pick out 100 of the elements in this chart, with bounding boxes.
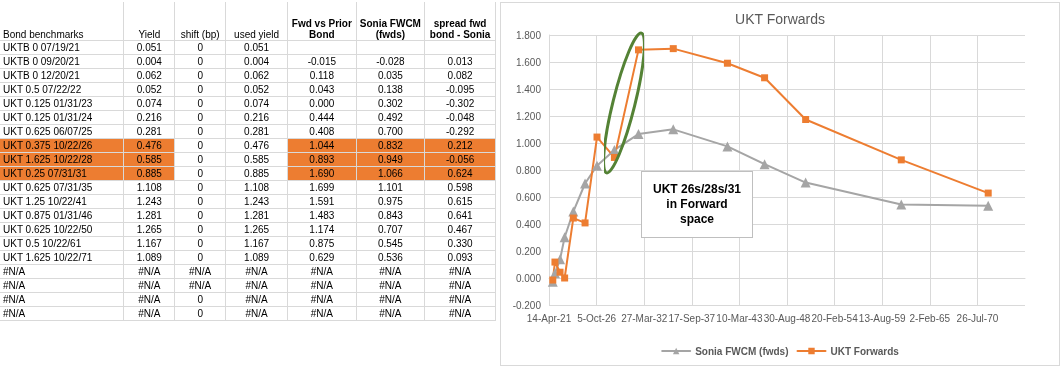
text: 0.004 [136, 55, 162, 67]
y-tick-label: 1.000 [515, 137, 542, 149]
text: 1.265 [244, 223, 270, 235]
text: 1.690 [309, 167, 335, 179]
category-label: #N/A [3, 307, 26, 319]
point [561, 274, 569, 282]
text: 1.699 [309, 181, 335, 193]
text: 0.624 [447, 167, 473, 179]
text: -0.015 [307, 55, 337, 67]
text: 0.545 [377, 237, 403, 249]
category-label: UKT 0.125 01/31/24 [3, 111, 93, 123]
text: #N/A [189, 279, 212, 291]
y-tick-label: 1.200 [515, 110, 542, 122]
text: 1.066 [377, 167, 403, 179]
text: #N/A [379, 307, 402, 319]
point [668, 124, 679, 135]
text: #N/A [138, 307, 161, 319]
text: #N/A [448, 307, 472, 319]
category-label: UKT 0.125 01/31/23 [3, 97, 93, 109]
text: #N/A [379, 279, 402, 291]
text: 0 [197, 307, 203, 319]
text: 0.843 [377, 209, 403, 221]
text: 0.629 [309, 251, 335, 263]
text: 0 [197, 125, 203, 137]
text: 0.885 [244, 167, 270, 179]
text: 1.243 [244, 195, 270, 207]
text: -0.056 [445, 153, 475, 165]
y-tick-label: 0.600 [515, 191, 542, 203]
text: 0.875 [309, 237, 335, 249]
x-tick-label: 14-Apr-21 [526, 312, 572, 324]
point [802, 116, 810, 124]
text: 0.700 [377, 125, 403, 137]
text: 0.074 [244, 97, 270, 109]
text: 1.167 [244, 237, 270, 249]
text: 1.265 [136, 223, 162, 235]
text: 0.062 [136, 69, 162, 81]
text: 0.281 [244, 125, 270, 137]
point [581, 219, 589, 227]
text: 0.051 [136, 41, 162, 53]
chart-title: UKT Forwards [735, 11, 825, 27]
text: #N/A [245, 265, 268, 277]
category-label: UKT 0.5 07/22/22 [3, 83, 82, 95]
text: 0 [197, 209, 203, 221]
x-tick-label: 27-Mar-32 [621, 312, 668, 324]
text: 0.074 [136, 97, 162, 109]
text: 0.885 [136, 167, 162, 179]
text: 0 [197, 83, 203, 95]
category-label: Yield [123, 2, 175, 40]
text: 0 [197, 293, 203, 305]
text: #N/A [245, 293, 268, 305]
point [761, 74, 769, 82]
text: 0 [197, 153, 203, 165]
text: 1.591 [309, 195, 335, 207]
category-label: #N/A [3, 279, 26, 291]
text: 0.212 [447, 139, 473, 151]
text: 0 [197, 41, 203, 53]
text: 1.089 [244, 251, 270, 263]
point [897, 156, 905, 164]
text: 0.082 [447, 69, 473, 81]
point [759, 159, 770, 170]
y-tick-label: 1.600 [515, 56, 542, 68]
text: #N/A [448, 293, 472, 305]
text: 1.281 [136, 209, 162, 221]
text: #N/A [448, 279, 472, 291]
text: #N/A [138, 293, 161, 305]
point [634, 46, 642, 54]
y-tick-label: 0.000 [515, 272, 542, 284]
text: 0.408 [309, 125, 335, 137]
point [896, 199, 907, 210]
text: 0.330 [447, 237, 473, 249]
category-label: #N/A [3, 265, 26, 277]
category-label: UKT 0.25 07/31/31 [3, 167, 87, 179]
text: -0.048 [445, 111, 475, 123]
text: 0.598 [447, 181, 473, 193]
text: 0.467 [447, 223, 473, 235]
y-tick-label: 1.800 [515, 29, 542, 41]
category-label: UKT 0.875 01/31/46 [3, 209, 93, 221]
x-tick-label: 5-Oct-26 [577, 312, 617, 324]
category-label: UKT 0.375 10/22/26 [3, 139, 93, 151]
point [983, 200, 994, 211]
category-label: UKTB 0 12/20/21 [3, 69, 80, 81]
text: 0.492 [377, 111, 403, 123]
text: 1.483 [309, 209, 335, 221]
category-label: spread fwd bond - Sonia [424, 2, 496, 40]
text: 0.062 [244, 69, 270, 81]
text: 0.216 [244, 111, 270, 123]
x-tick-label: 2-Feb-65 [909, 312, 951, 324]
x-tick-label: 30-Aug-48 [763, 312, 811, 324]
text: 0.476 [244, 139, 270, 151]
point [551, 258, 559, 266]
text: 0 [197, 167, 203, 179]
legend-label: UKT Forwards [830, 345, 900, 357]
point [592, 160, 603, 171]
text: 0.052 [244, 83, 270, 95]
text: 0.893 [309, 153, 335, 165]
text: 1.243 [136, 195, 162, 207]
text: 0.641 [447, 209, 473, 221]
y-tick-label: 0.400 [515, 218, 542, 230]
text: 0.585 [244, 153, 270, 165]
category-label: #N/A [3, 293, 26, 305]
